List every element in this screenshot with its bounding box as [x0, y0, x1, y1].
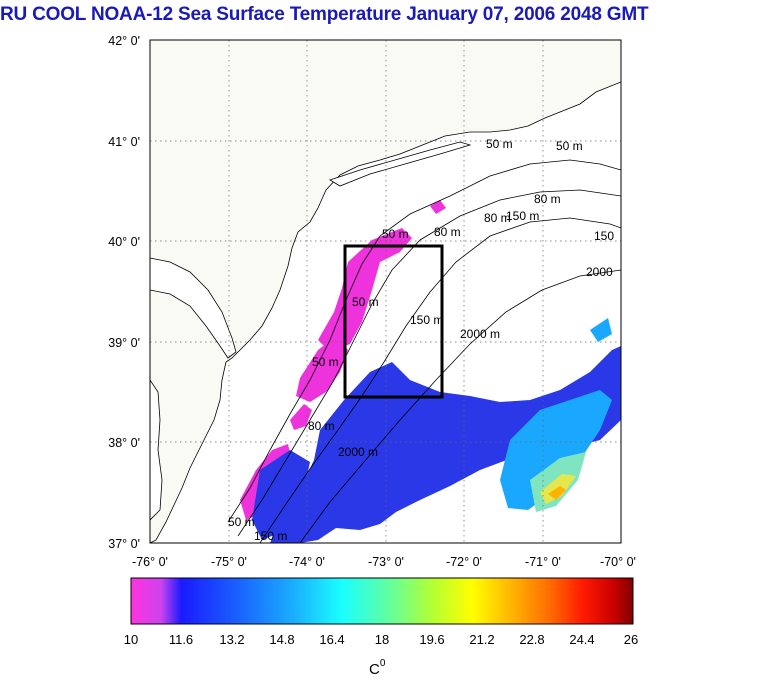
land-mass	[150, 40, 621, 543]
contour-label: 2000	[586, 265, 613, 279]
colorbar-tick-label: 13.2	[219, 632, 244, 647]
long-island-sound	[329, 141, 472, 187]
contour-label: 80 m	[308, 419, 335, 433]
colorbar-unit: C0	[369, 658, 386, 678]
colorbar-tick-label: 10	[124, 632, 138, 647]
lat-tick-label: 42° 0'	[108, 34, 140, 48]
sst-warm-patches	[530, 452, 586, 512]
lon-axis: -76° 0' -75° 0' -74° 0' -73° 0' -72° 0' …	[132, 555, 636, 569]
colorbar-tick-label: 11.6	[169, 632, 193, 647]
sst-blue-band	[252, 346, 621, 543]
contour-label: 2000 m	[460, 327, 500, 341]
colorbar-ticks: 10 11.6 13.2 14.8 16.4 18 19.6 21.2 22.8…	[124, 632, 638, 647]
contour-label: 50 m	[486, 137, 513, 151]
sst-cyan-patches	[500, 318, 612, 510]
colorbar-tick-label: 26	[624, 632, 638, 647]
contour-label: 150 m	[410, 313, 443, 327]
contour-label: 2000 m	[338, 445, 378, 459]
lat-tick-label: 41° 0'	[108, 135, 140, 149]
map-border	[149, 39, 622, 544]
contour-label: 80 m	[534, 192, 561, 206]
contour-label: 150 m	[506, 209, 539, 223]
lon-tick-label: -74° 0'	[289, 555, 325, 569]
contour-label-group: 50 m 50 m 80 m 80 m 150 m 150 2000 50 m …	[228, 137, 614, 543]
contour-label: 50 m	[382, 227, 409, 241]
lon-tick-label: -75° 0'	[211, 555, 247, 569]
graticule	[150, 40, 621, 543]
colorbar-tick-label: 16.4	[319, 632, 344, 647]
lon-tick-label: -72° 0'	[446, 555, 482, 569]
colorbar-tick-label: 21.2	[469, 632, 494, 647]
chesapeake-bay	[150, 379, 163, 521]
contour-label: 50 m	[228, 515, 255, 529]
lat-tick-label: 37° 0'	[108, 537, 140, 551]
contour-label: 50 m	[352, 295, 379, 309]
lat-tick-label: 39° 0'	[108, 336, 140, 350]
contour-label: 150 m	[254, 529, 287, 543]
delaware-bay	[150, 257, 237, 359]
lon-tick-label: -73° 0'	[368, 555, 404, 569]
lon-tick-label: -76° 0'	[132, 555, 168, 569]
lat-tick-label: 40° 0'	[108, 235, 140, 249]
contour-label: 50 m	[312, 355, 339, 369]
study-area-box	[343, 244, 444, 399]
contour-label: 150	[594, 229, 614, 243]
colorbar	[130, 577, 634, 625]
lat-tick-label: 38° 0'	[108, 436, 140, 450]
contour-label: 50 m	[556, 139, 583, 153]
contour-label: 80 m	[434, 225, 461, 239]
bathymetry-contours	[227, 159, 621, 543]
colorbar-tick-label: 24.4	[569, 632, 594, 647]
colorbar-tick-label: 18	[375, 632, 389, 647]
map-title: RU COOL NOAA-12 Sea Surface Temperature …	[0, 4, 649, 25]
lat-axis: 42° 0' 41° 0' 40° 0' 39° 0' 38° 0' 37° 0…	[108, 34, 140, 551]
colorbar-tick-label: 22.8	[519, 632, 544, 647]
colorbar-tick-label: 19.6	[419, 632, 444, 647]
lon-tick-label: -70° 0'	[600, 555, 636, 569]
contour-label: 80 m	[484, 211, 511, 225]
lon-tick-label: -71° 0'	[525, 555, 561, 569]
colorbar-tick-label: 14.8	[269, 632, 294, 647]
